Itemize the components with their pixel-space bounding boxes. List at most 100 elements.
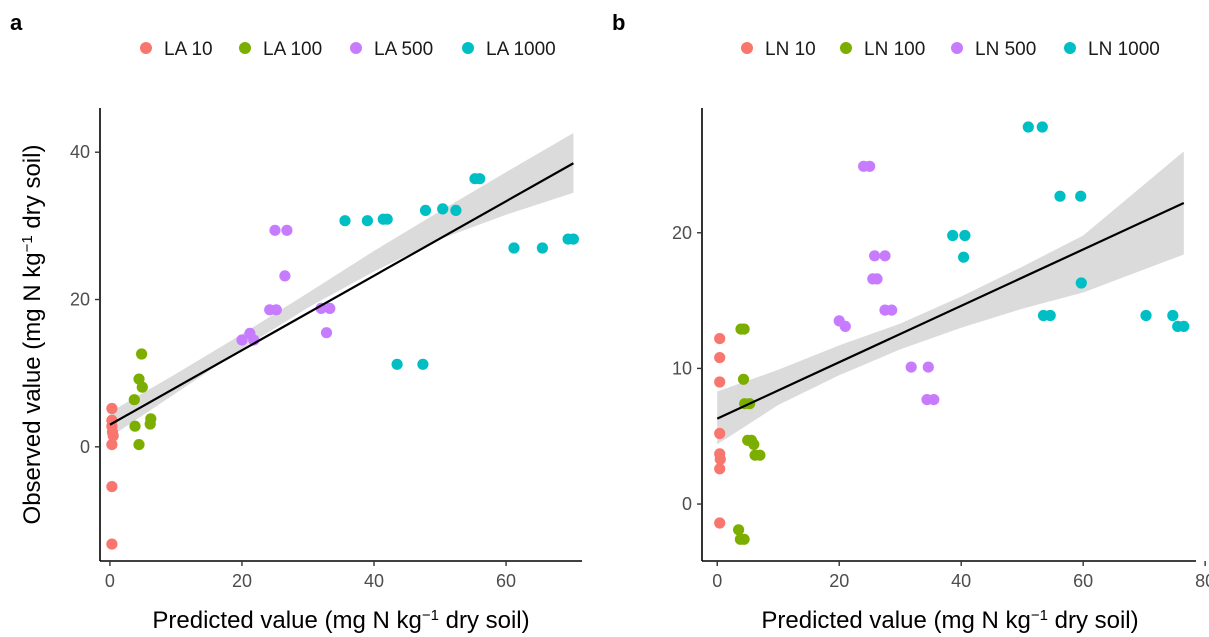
panel-letter: a [10,10,23,35]
panel-b: b LN 10 LN 100 LN 500 LN 1000 0 20 40 60 80 0 10 20 P… [612,10,1209,634]
data-point [281,224,293,236]
data-point [959,229,971,242]
data-point [1178,320,1190,332]
x-tick-label: 80 [1195,571,1209,591]
legend-label: LA 1000 [486,39,556,60]
data-point [886,304,898,316]
x-tick-label: 0 [105,571,115,591]
legend-label: LA 10 [164,39,213,60]
series-ln-1000 [947,121,1190,332]
data-point [236,334,248,346]
data-point [128,394,140,406]
data-point [839,320,851,332]
legend-key-dot [741,42,753,54]
data-point [106,481,118,493]
legend-item: LN 1000 [1064,39,1160,60]
data-point [754,449,766,461]
data-point [567,233,580,245]
data-point [269,224,281,236]
x-tick-label: 40 [364,571,384,591]
data-point [107,430,119,442]
data-point [864,160,876,172]
y-tick-label: 10 [672,358,692,378]
series-la-1000 [339,173,580,370]
data-point [1140,309,1152,322]
data-point [871,273,883,285]
data-point [106,538,118,550]
data-point [1044,309,1056,322]
data-point [922,361,934,373]
legend-label: LN 10 [765,39,816,60]
data-point [714,463,726,475]
data-point [958,251,970,263]
data-point [320,327,333,339]
data-point [947,229,959,242]
data-point [437,203,449,215]
data-point [748,438,760,450]
data-point [417,358,429,370]
legend-key-dot [1064,42,1076,54]
data-point [270,304,282,316]
legend-key-dot [239,42,251,54]
data-point [508,242,520,254]
series-ln-500 [833,160,940,406]
data-point [928,394,940,406]
panel-a: a LA 10 LA 100 LA 500 LA 1000 0 20 40 60 0 20 40 Pre… [10,10,582,634]
data-point [737,373,750,385]
legend-key-dot [140,42,152,54]
data-point [714,333,726,345]
x-tick-label: 60 [496,571,516,591]
legend-key-dot [840,42,852,54]
data-point [339,215,351,227]
data-point [279,270,291,282]
confidence-band [109,133,574,438]
x-tick-label: 60 [1073,571,1093,591]
y-tick-label: 20 [70,290,90,310]
series-ln-100 [733,323,766,545]
data-point [106,402,118,415]
legend-item: LA 1000 [462,39,556,60]
data-point [1022,121,1034,133]
x-tick-label: 0 [712,571,722,591]
y-tick-label: 20 [672,223,692,243]
data-point [1075,277,1087,289]
data-point [1075,190,1087,202]
trend-line [109,162,574,426]
data-point [129,420,141,432]
data-point [905,361,917,373]
data-point [315,302,327,314]
data-point [361,215,373,227]
data-point [133,439,145,451]
data-point [144,418,156,430]
y-tick-label: 40 [70,142,90,162]
legend-item: LA 10 [140,39,213,60]
y-axis-title: Observed value (mg N kg−1 dry soil) [19,145,47,525]
x-tick-label: 20 [232,571,252,591]
series-la-10 [106,402,119,550]
x-tick-label: 20 [829,571,849,591]
legend-key-dot [462,42,474,54]
data-point [879,250,891,262]
y-tick-label: 0 [80,437,90,457]
legend-item: LN 100 [840,39,925,60]
x-axis-title: Predicted value (mg N kg−1 dry soil) [761,607,1138,635]
x-tick-label: 40 [951,571,971,591]
series-ln-10 [714,333,726,529]
series-la-500 [236,224,336,346]
data-point [714,517,726,529]
data-point [381,213,393,225]
data-point [324,302,336,314]
legend-item: LA 100 [239,39,322,60]
data-point [738,323,750,335]
legend-item: LN 10 [741,39,816,60]
data-point [869,250,881,262]
legend-key-dot [951,42,963,54]
legend-item: LA 500 [350,39,433,60]
data-point [136,381,148,393]
data-point [136,348,148,360]
legend-label: LN 1000 [1088,39,1160,60]
data-point [738,533,750,545]
series-la-100 [128,348,157,451]
panel-letter: b [612,10,625,35]
